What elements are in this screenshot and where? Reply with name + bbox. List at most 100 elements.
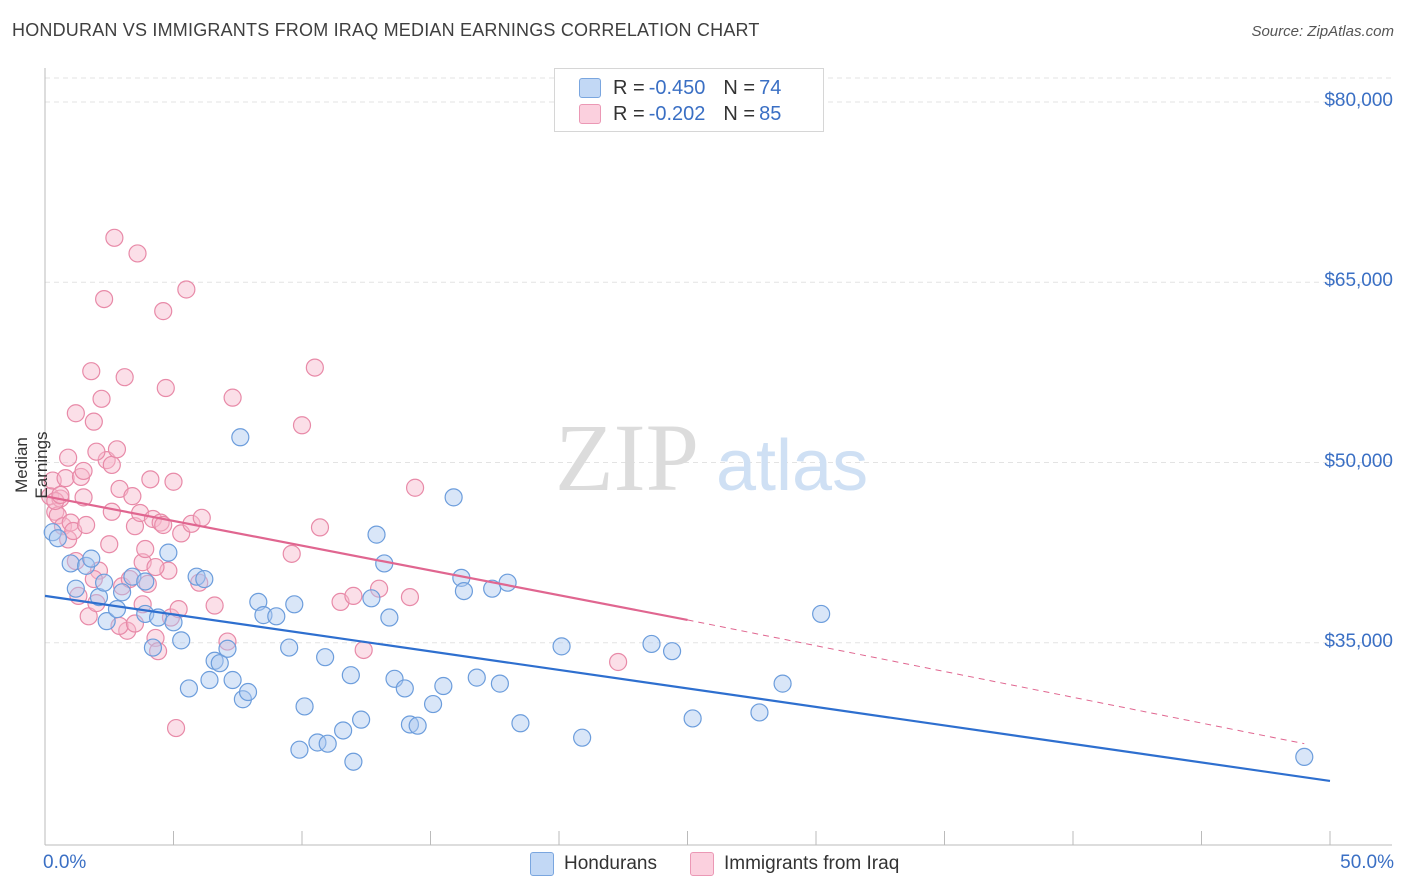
honduran-point	[1295, 747, 1314, 767]
honduran-point	[467, 668, 486, 687]
honduran-point	[195, 569, 214, 589]
iraq-point	[192, 508, 211, 527]
honduran-point	[434, 676, 453, 696]
honduran-point	[642, 634, 661, 654]
y-tick-label: $35,000	[1324, 630, 1393, 652]
honduran-point	[200, 670, 219, 690]
iraq-trend-line-extension	[687, 619, 1305, 745]
honduran-point	[290, 740, 309, 759]
iraq-point	[305, 358, 324, 377]
honduran-point	[662, 642, 682, 661]
honduran-point	[210, 654, 229, 673]
honduran-point	[454, 581, 474, 601]
honduran-point	[61, 554, 80, 573]
honduran-point	[490, 674, 509, 693]
honduran-point	[164, 613, 183, 632]
honduran-point	[423, 694, 443, 714]
iraq-point	[154, 302, 173, 321]
honduran-point	[112, 583, 132, 602]
honduran-point	[498, 573, 517, 592]
trend-lines	[44, 495, 1331, 783]
honduran-point	[334, 721, 353, 740]
legend-r-label: R =	[613, 102, 645, 125]
iraq-point	[138, 574, 157, 593]
iraq-point	[310, 518, 330, 537]
honduran-point	[143, 638, 163, 657]
honduran-point	[316, 648, 335, 667]
honduran-point	[107, 600, 127, 619]
legend-r-label: R =	[613, 76, 645, 99]
iraq-point	[141, 470, 160, 489]
honduran-point	[238, 682, 258, 702]
iraq-point	[218, 632, 237, 651]
iraq-point	[100, 535, 119, 554]
legend-r-value: -0.450	[648, 76, 706, 99]
iraq-point	[282, 544, 301, 563]
honduran-point	[66, 579, 85, 598]
legend-item-hondurans[interactable]: Hondurans	[530, 852, 657, 876]
honduran-point	[773, 674, 792, 693]
honduran-point	[812, 604, 831, 624]
legend-row-hondurans: R = -0.450 N = 74	[579, 75, 781, 101]
iraq-point	[102, 502, 121, 521]
iraq-point	[164, 472, 183, 491]
series-hondurans-points	[43, 428, 1314, 771]
honduran-point	[444, 488, 463, 507]
honduran-point	[483, 579, 502, 598]
honduran-point	[380, 608, 399, 627]
iraq-point	[107, 440, 127, 459]
honduran-point	[395, 679, 414, 698]
honduran-point	[573, 728, 592, 747]
honduran-point	[362, 589, 381, 608]
honduran-point	[352, 710, 371, 729]
legend-label-iraq: Immigrants from Iraq	[724, 853, 900, 874]
iraq-point	[59, 448, 78, 467]
iraq-point	[205, 596, 224, 615]
honduran-point	[254, 606, 273, 625]
iraq-point	[123, 487, 142, 506]
honduran-point	[552, 637, 571, 656]
honduran-point	[172, 631, 191, 650]
honduran-point	[97, 612, 116, 631]
iraq-point	[405, 478, 425, 497]
legend-n-label: N =	[723, 102, 756, 125]
legend-n-value: 74	[759, 76, 782, 99]
legend-label-hondurans: Hondurans	[564, 853, 657, 874]
y-tick-label: $80,000	[1324, 90, 1393, 112]
iraq-point	[74, 488, 93, 507]
honduran-point	[82, 549, 101, 568]
honduran-point	[95, 573, 114, 592]
honduran-point	[400, 715, 420, 734]
iraq-point	[128, 244, 147, 263]
honduran-point	[408, 716, 427, 735]
iraq-trend-line	[44, 495, 688, 622]
x-tick-label-min: 0.0%	[43, 852, 87, 873]
iraq-point	[115, 368, 134, 387]
iraq-point	[105, 228, 124, 247]
honduran-point	[179, 679, 199, 698]
grid-lines	[45, 77, 1392, 644]
honduran-point	[231, 428, 250, 447]
honduran-point	[267, 607, 286, 626]
honduran-point	[280, 638, 299, 657]
legend-swatch-pink	[579, 104, 601, 124]
honduran-point	[683, 709, 702, 728]
legend-row-iraq: R = -0.202 N = 85	[579, 101, 781, 127]
iraq-point	[609, 652, 628, 672]
honduran-point	[295, 697, 314, 716]
honduran-point	[318, 734, 337, 753]
iraq-point	[354, 640, 373, 660]
y-axis-label: Median Earnings	[12, 431, 51, 499]
x-tick-label-max: 50.0%	[1340, 852, 1394, 873]
iraq-point	[82, 362, 101, 381]
iraq-point	[66, 404, 85, 423]
honduran-point	[750, 703, 769, 722]
iraq-point	[136, 539, 155, 559]
series-iraq-points	[41, 228, 628, 738]
iraq-point	[223, 388, 242, 407]
iraq-point	[370, 579, 389, 598]
axes	[44, 68, 1392, 846]
iraq-point	[156, 378, 175, 398]
legend-item-iraq[interactable]: Immigrants from Iraq	[690, 852, 899, 876]
